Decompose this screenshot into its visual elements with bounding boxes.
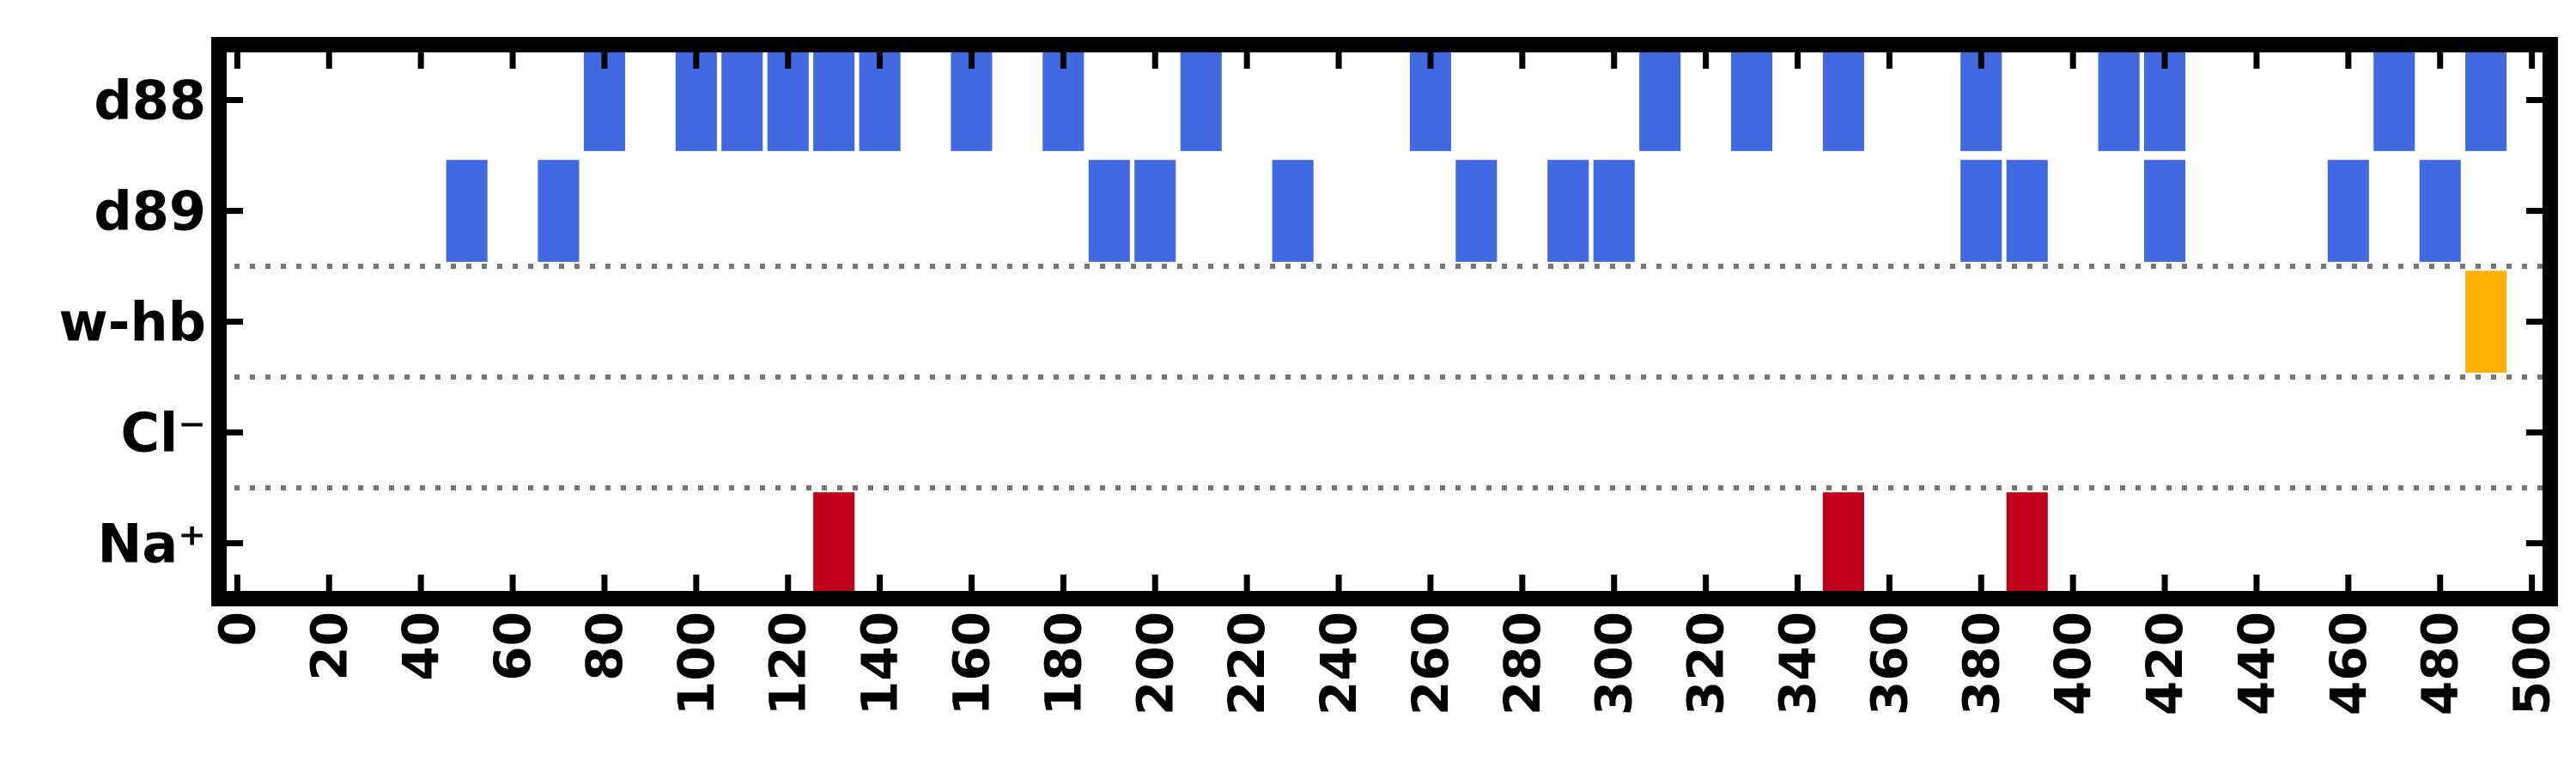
event-bar-d88-210 (1180, 49, 1222, 151)
x-tick-label: 240 (1309, 612, 1368, 715)
event-bar-d89-200 (1134, 160, 1176, 262)
y-tick-label: Na⁺ (98, 513, 206, 575)
dotted-separators (219, 264, 2550, 490)
event-bar-d88-470 (2373, 49, 2415, 151)
event-bar-Na-130 (813, 492, 855, 594)
event-bar-d88-410 (2098, 49, 2140, 151)
x-tick-label: 40 (392, 612, 450, 681)
x-tick-label: 0 (208, 612, 266, 646)
x-axis-ticks (234, 45, 2536, 599)
plot-frame (211, 37, 2558, 606)
x-tick-label: 60 (483, 612, 542, 681)
event-bar-d89-480 (2419, 160, 2461, 262)
x-tick-label: 140 (851, 612, 909, 715)
x-tick-label: 400 (2044, 612, 2102, 715)
event-bar-d89-230 (1272, 160, 1314, 262)
event-bar-Na-350 (1822, 492, 1864, 594)
y-axis-labels: d88 d89 w-hb Cl⁻ Na⁺ (58, 70, 206, 575)
event-bar-d89-460 (2327, 160, 2369, 262)
x-tick-label: 380 (1952, 612, 2010, 715)
event-bar-d89-380 (1960, 160, 2002, 262)
x-tick-label: 80 (575, 612, 634, 681)
event-bar-d88-350 (1822, 49, 1864, 151)
event-bar-d89-390 (2006, 160, 2048, 262)
event-bar-d89-190 (1088, 160, 1130, 262)
x-tick-label: 420 (2136, 612, 2194, 715)
x-tick-label: 500 (2503, 612, 2561, 715)
x-tick-label: 300 (1585, 612, 1643, 715)
x-tick-label: 280 (1493, 612, 1552, 715)
y-tick-label: d88 (94, 70, 206, 132)
x-tick-label: 120 (759, 612, 817, 715)
y-tick-label: Cl⁻ (121, 402, 206, 465)
x-tick-label: 320 (1677, 612, 1735, 715)
event-bar-d89-290 (1547, 160, 1589, 262)
event-bar-d88-110 (721, 49, 763, 151)
x-tick-label: 480 (2411, 612, 2470, 715)
x-tick-label: 20 (300, 612, 358, 681)
event-bars (446, 49, 2507, 594)
event-bar-Na-390 (2006, 492, 2048, 594)
x-tick-label: 260 (1401, 612, 1460, 715)
event-bar-d88-330 (1731, 49, 1773, 151)
event-bar-d88-310 (1639, 49, 1681, 151)
x-tick-label: 200 (1126, 612, 1184, 715)
x-tick-label: 160 (943, 612, 1001, 715)
event-bar-d89-50 (446, 160, 488, 262)
x-tick-label: 100 (667, 612, 726, 715)
event-bar-d89-420 (2144, 160, 2186, 262)
event-bar-d89-300 (1593, 160, 1635, 262)
x-axis-labels: 0 20 40 60 80 100 120 140 160 180 200 220 240 260 280 3… (208, 612, 2561, 715)
y-tick-label: d89 (94, 180, 206, 243)
event-bar-whb-490 (2465, 271, 2507, 373)
x-tick-label: 340 (1769, 612, 1827, 715)
event-bar-d88-130 (813, 49, 855, 151)
x-tick-label: 180 (1034, 612, 1092, 715)
x-tick-label: 220 (1218, 612, 1276, 715)
event-bar-d89-270 (1455, 160, 1498, 262)
event-bar-d89-70 (538, 160, 580, 262)
x-tick-label: 360 (1860, 612, 1918, 715)
y-tick-label: w-hb (58, 291, 206, 354)
x-tick-label: 440 (2227, 612, 2286, 715)
x-tick-label: 460 (2319, 612, 2378, 715)
event-bar-d88-490 (2465, 49, 2507, 151)
